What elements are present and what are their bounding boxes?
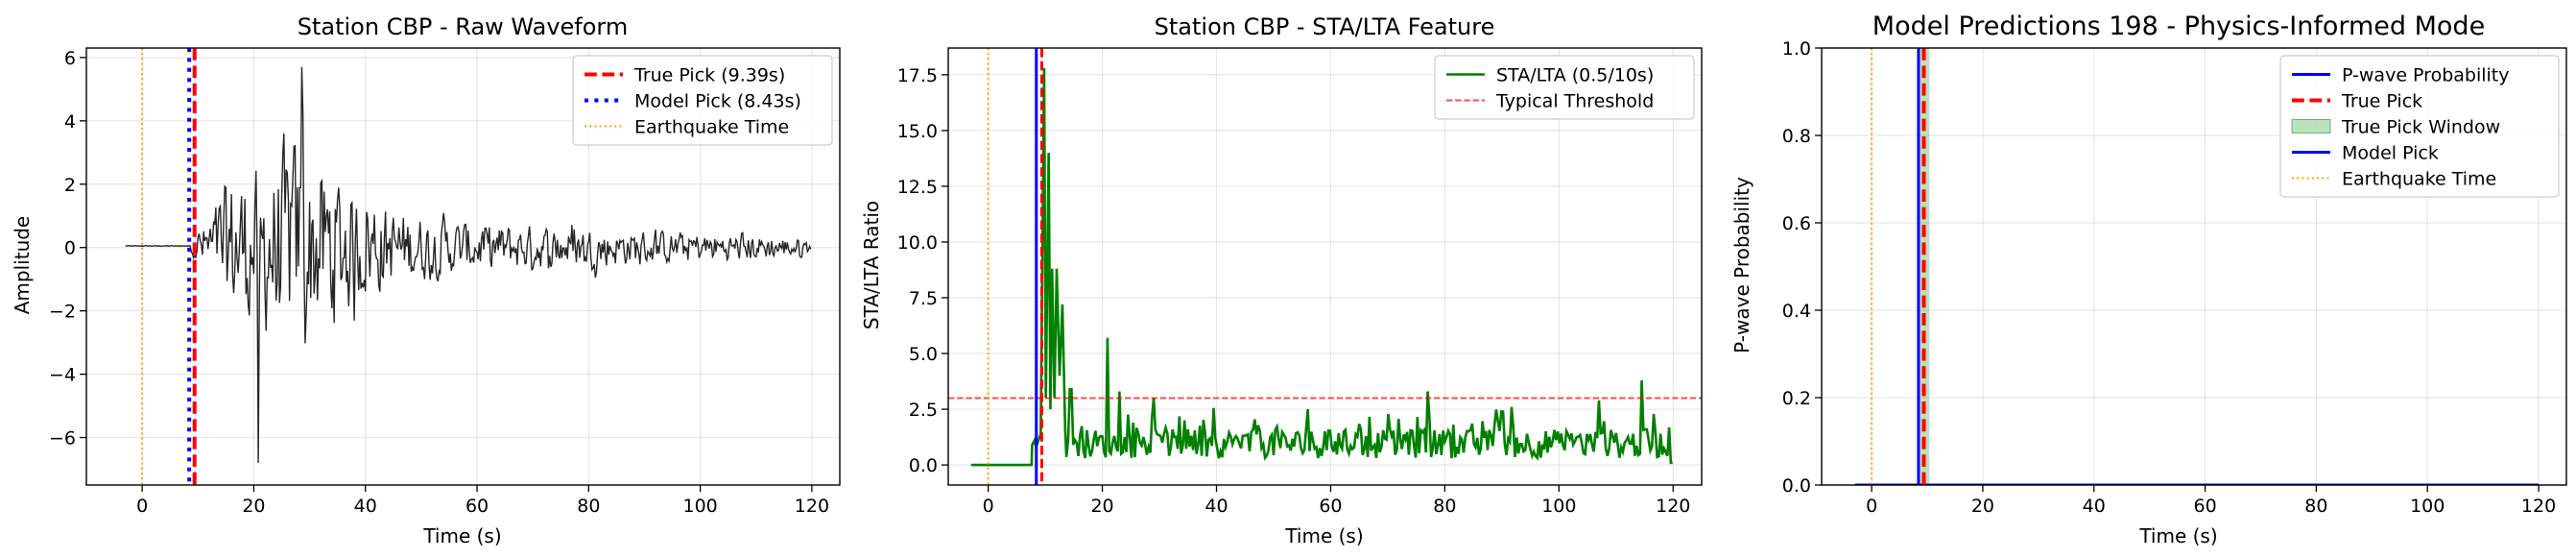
plot-area <box>125 48 812 485</box>
legend-label: Model Pick <box>2342 143 2439 164</box>
y-tick-label: 0.6 <box>1782 213 1811 234</box>
stalta-title: Station CBP - STA/LTA Feature <box>1155 13 1495 40</box>
x-tick-label: 40 <box>354 496 377 517</box>
y-tick-label: 6 <box>64 48 76 69</box>
y-tick-label: 0.0 <box>909 455 938 476</box>
legend-label: STA/LTA (0.5/10s) <box>1496 65 1654 86</box>
waveform-ylabel: Amplitude <box>11 216 34 315</box>
legend: P-wave Probability True Pick True Pick Win… <box>2279 55 2560 198</box>
y-tick-label: 15.0 <box>897 121 938 142</box>
axes-frame <box>947 47 1703 486</box>
legend-label: Typical Threshold <box>1495 91 1654 112</box>
plot-area <box>1854 48 2540 485</box>
x-tick-label: 100 <box>1541 496 1576 517</box>
x-tick-label: 60 <box>2193 496 2216 517</box>
predictions-xlabel: Time (s) <box>2138 524 2217 547</box>
y-tick-label: 4 <box>64 111 76 133</box>
y-tick-label: 12.5 <box>897 177 938 198</box>
predictions-ylabel: P-wave Probability <box>1730 177 1753 353</box>
x-tick-label: 80 <box>577 496 600 517</box>
waveform-xlabel: Time (s) <box>422 524 501 547</box>
y-tick-label: 17.5 <box>897 65 938 86</box>
axes-frame <box>1821 47 2567 486</box>
legend-box <box>572 55 833 146</box>
x-tick-label: 80 <box>1433 496 1456 517</box>
legend-label: True Pick <box>2341 91 2422 112</box>
stalta-xlabel: Time (s) <box>1284 524 1363 547</box>
y-tick-label: 2.5 <box>909 400 938 421</box>
x-tick-label: 120 <box>2521 496 2556 517</box>
y-tick-label: 0.0 <box>1782 475 1811 497</box>
legend-label: True Pick (9.39s) <box>633 65 785 86</box>
x-tick-label: 0 <box>136 496 148 517</box>
legend: True Pick (9.39s) Model Pick (8.43s) Earth… <box>572 55 833 146</box>
y-tick-label: −4 <box>49 365 76 386</box>
x-tick-label: 100 <box>682 496 717 517</box>
stalta-line <box>970 67 1673 467</box>
stalta-panel: Station CBP - STA/LTA Feature Time (s) S… <box>860 13 1703 547</box>
y-tick-label: −2 <box>49 302 76 323</box>
waveform-line <box>125 66 812 463</box>
y-tick-label: −6 <box>49 428 76 450</box>
x-tick-label: 40 <box>1205 496 1228 517</box>
y-tick-label: 1.0 <box>1782 38 1811 60</box>
legend: STA/LTA (0.5/10s) Typical Threshold <box>1434 55 1695 120</box>
grid <box>948 48 1702 485</box>
y-tick-label: 10.0 <box>897 232 938 254</box>
plot-area <box>948 48 1702 485</box>
x-tick-label: 80 <box>2304 496 2327 517</box>
y-tick-label: 5.0 <box>909 344 938 365</box>
y-tick-label: 0.4 <box>1782 301 1811 322</box>
x-tick-label: 60 <box>465 496 489 517</box>
predictions-title: Model Predictions 198 - Physics-Informed… <box>1872 12 2485 41</box>
legend-label: P-wave Probability <box>2342 65 2510 86</box>
x-tick-label: 0 <box>1866 496 1877 517</box>
legend-label: True Pick Window <box>2341 117 2500 138</box>
y-tick-label: 0.2 <box>1782 388 1811 409</box>
y-tick-label: 7.5 <box>909 288 938 309</box>
predictions-panel: Model Predictions 198 - Physics-Informed… <box>1730 12 2567 547</box>
legend-swatch <box>2291 119 2331 134</box>
waveform-title: Station CBP - Raw Waveform <box>298 13 629 40</box>
legend-box <box>1434 55 1695 120</box>
x-tick-label: 100 <box>2410 496 2445 517</box>
x-tick-label: 120 <box>1656 496 1690 517</box>
legend-label: Model Pick (8.43s) <box>634 91 801 112</box>
stalta-ylabel: STA/LTA Ratio <box>860 201 883 329</box>
waveform-panel: Station CBP - Raw Waveform Time (s) Ampl… <box>11 13 841 547</box>
y-tick-label: 2 <box>64 175 76 196</box>
x-tick-label: 120 <box>795 496 829 517</box>
x-tick-label: 60 <box>1319 496 1342 517</box>
y-tick-label: 0.8 <box>1782 126 1811 147</box>
legend-label: Earthquake Time <box>2342 169 2496 190</box>
axes-frame <box>85 47 841 486</box>
y-tick-label: 0 <box>64 238 76 259</box>
legend-label: Earthquake Time <box>634 117 789 138</box>
x-tick-label: 20 <box>1090 496 1113 517</box>
legend-box <box>2279 55 2560 198</box>
x-tick-label: 20 <box>1971 496 1994 517</box>
x-tick-label: 20 <box>242 496 265 517</box>
x-tick-label: 0 <box>983 496 994 517</box>
x-tick-label: 40 <box>2083 496 2106 517</box>
